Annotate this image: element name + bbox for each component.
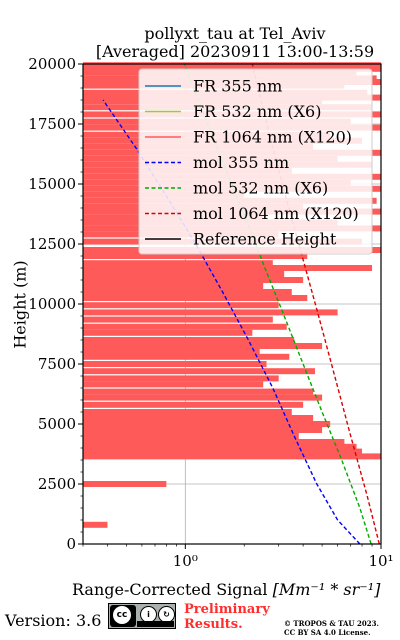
fr1064-bar xyxy=(83,343,323,349)
x-axis-label-unit: [Mm⁻¹ * sr⁻¹] xyxy=(272,580,381,599)
legend-label: FR 532 nm (X6) xyxy=(193,102,321,121)
x-axis-label-text: Range-Corrected Signal xyxy=(72,580,268,599)
legend-box xyxy=(138,68,373,255)
fr1064-bar xyxy=(83,439,345,445)
y-tick-label: 15000 xyxy=(28,175,76,193)
fr1064-bar xyxy=(83,481,167,487)
fr1064-bar xyxy=(83,394,323,401)
copyright-notice: © TROPOS & TAU 2023. CC BY SA 4.0 Licens… xyxy=(284,619,379,637)
y-tick-label: 7500 xyxy=(38,355,76,373)
fr1064-bar xyxy=(83,253,308,259)
series-line xyxy=(251,63,380,545)
fr1064-bar xyxy=(83,302,279,309)
copyright-line2: CC BY SA 4.0 License. xyxy=(284,628,371,637)
series-line xyxy=(183,63,372,545)
fr1064-bar xyxy=(83,368,316,375)
y-tick-label: 20000 xyxy=(28,55,76,73)
fr1064-bar xyxy=(83,401,304,408)
y-axis: 0 2500 5000 7500 10000 12500 15000 17500 20000 xyxy=(28,55,83,553)
fr1064-bar xyxy=(83,337,295,343)
legend-label: Reference Height xyxy=(193,230,337,249)
fr1064-bar xyxy=(83,295,308,301)
cc-by-sa-badge: cc i ↻ xyxy=(108,603,176,629)
fr1064-bar xyxy=(83,277,304,283)
x-tick-label: 10¹ xyxy=(368,552,393,570)
fr1064-bar xyxy=(83,329,253,336)
fr1064-bar xyxy=(83,375,279,382)
fr1064-bar xyxy=(83,427,323,433)
y-tick-label: 10000 xyxy=(28,295,76,313)
fr1064-bar xyxy=(83,443,357,450)
fr1064-bar xyxy=(83,448,363,455)
fr1064-bar xyxy=(83,271,285,277)
x-axis: 10⁰ 10¹ xyxy=(82,544,394,570)
fr1064-bar xyxy=(83,353,290,360)
fr1064-bar xyxy=(83,361,267,367)
fr1064-bar xyxy=(83,521,108,528)
preliminary-line2: Results. xyxy=(184,617,243,632)
y-tick-label: 0 xyxy=(66,535,76,553)
preliminary-line1: Preliminary xyxy=(184,602,270,617)
chart-title-line1: pollyxt_tau at Tel_Aviv xyxy=(144,24,326,43)
by-icon: i xyxy=(140,606,157,623)
fr1064-bar xyxy=(83,381,264,388)
x-axis-label: Range-Corrected Signal [Mm⁻¹ * sr⁻¹] xyxy=(72,580,380,599)
fr1064-bar xyxy=(83,283,264,289)
version-label: Version: 3.6 xyxy=(5,611,102,630)
legend-label: FR 355 nm xyxy=(193,77,282,96)
y-tick-label: 2500 xyxy=(38,475,76,493)
fr1064-bar xyxy=(83,260,273,267)
copyright-line1: © TROPOS & TAU 2023. xyxy=(284,619,379,628)
y-tick-label: 12500 xyxy=(28,235,76,253)
fr1064-bar xyxy=(83,409,292,415)
fr1064-bar xyxy=(83,265,373,271)
fr1064-bar xyxy=(83,62,381,69)
legend-label: FR 1064 nm (X120) xyxy=(193,128,352,147)
fr1064-bar xyxy=(83,316,273,323)
legend-label: mol 1064 nm (X120) xyxy=(193,204,359,223)
y-tick-label: 5000 xyxy=(38,415,76,433)
preliminary-notice: Preliminary Results. xyxy=(184,602,270,632)
legend: FR 355 nm FR 532 nm (X6) FR 1064 nm (X120)… xyxy=(138,68,373,255)
legend-label: mol 355 nm xyxy=(193,153,289,172)
fr1064-bar xyxy=(83,433,299,439)
fr1064-bar xyxy=(83,388,314,395)
fr1064-bar xyxy=(83,421,331,427)
fr1064-bar xyxy=(83,309,338,316)
y-tick-label: 17500 xyxy=(28,115,76,133)
fr1064-bar xyxy=(83,415,314,421)
legend-label: mol 532 nm (X6) xyxy=(193,179,328,198)
fr1064-bar xyxy=(83,453,381,460)
chart-title-line2: [Averaged] 20230911 13:00-13:59 xyxy=(95,42,375,61)
cc-icon: cc xyxy=(110,605,136,627)
fr1064-bar xyxy=(83,289,292,295)
fr1064-bar xyxy=(83,323,287,330)
badge-bar xyxy=(137,621,174,627)
y-axis-label: Height (m) xyxy=(10,260,30,349)
x-tick-label: 10⁰ xyxy=(173,552,198,570)
fr1064-bar xyxy=(83,349,260,355)
